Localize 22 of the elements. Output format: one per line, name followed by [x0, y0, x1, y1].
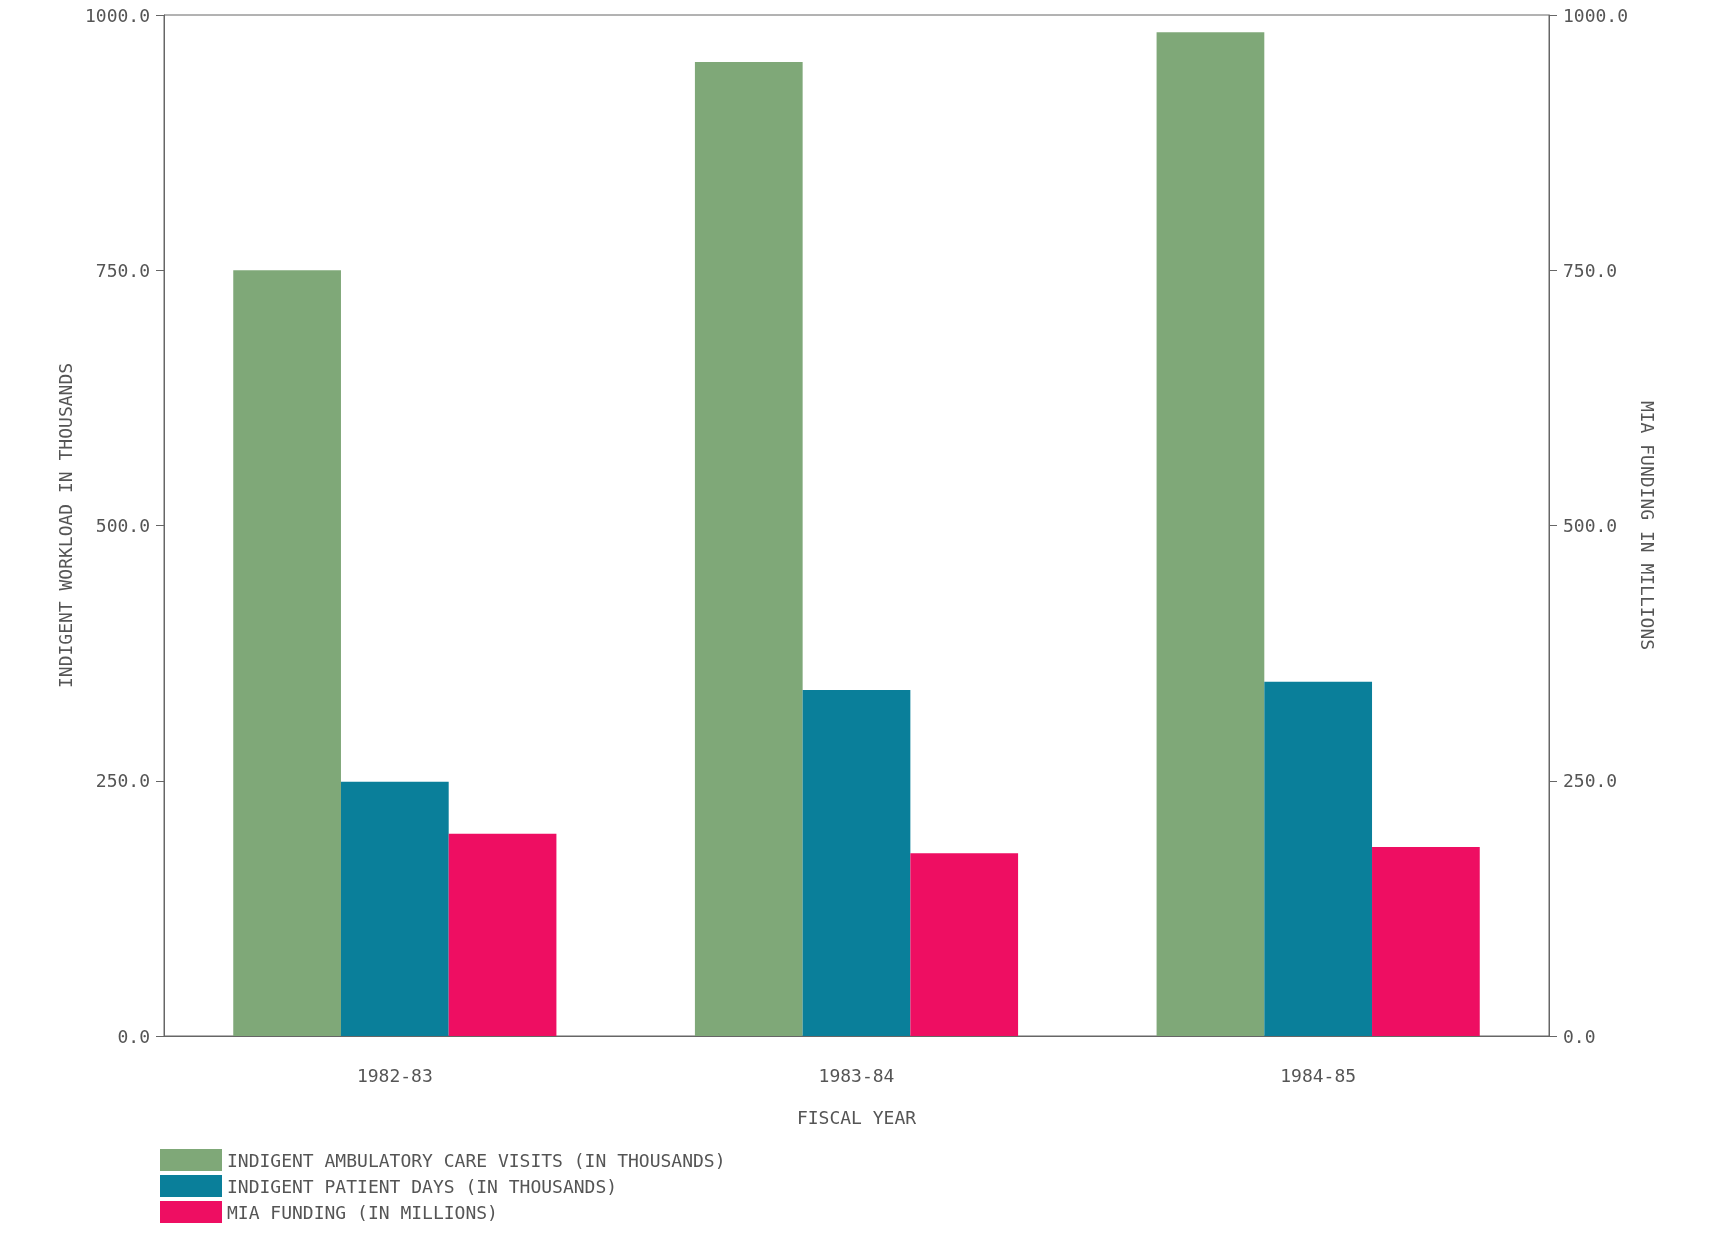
y2-tick-label: 0.0 — [1563, 1025, 1596, 1047]
bar — [1156, 32, 1265, 1036]
y2-tick-label: 750.0 — [1563, 259, 1618, 281]
x-tick-label: 1982-83 — [356, 1064, 433, 1086]
y2-tick-label: 500.0 — [1563, 515, 1618, 536]
y2-axis-title: MIA FUNDING IN MILLIONS — [1637, 400, 1659, 651]
y2-tick-label: 1000.0 — [1563, 4, 1629, 26]
x-axis-title: FISCAL YEAR — [796, 1106, 917, 1128]
bar — [694, 61, 803, 1036]
y2-tick-label: 250.0 — [1563, 770, 1618, 792]
y-tick-label: 0.0 — [117, 1025, 150, 1047]
x-tick-label: 1984-85 — [1280, 1064, 1357, 1086]
y-tick-label: 250.0 — [95, 770, 150, 792]
y-tick-label: 1000.0 — [84, 4, 150, 26]
legend-label: INDIGENT PATIENT DAYS (IN THOUSANDS) — [227, 1175, 618, 1197]
legend-label: MIA FUNDING (IN MILLIONS) — [227, 1201, 498, 1223]
x-tick-label: 1983-84 — [818, 1064, 895, 1086]
bar — [233, 270, 341, 1036]
y-tick-label: 750.0 — [95, 259, 150, 281]
y-axis-title: INDIGENT WORKLOAD IN THOUSANDS — [54, 362, 76, 689]
legend-label: INDIGENT AMBULATORY CARE VISITS (IN THOUSANDS) — [227, 1149, 726, 1171]
y-tick-label: 500.0 — [95, 515, 150, 536]
